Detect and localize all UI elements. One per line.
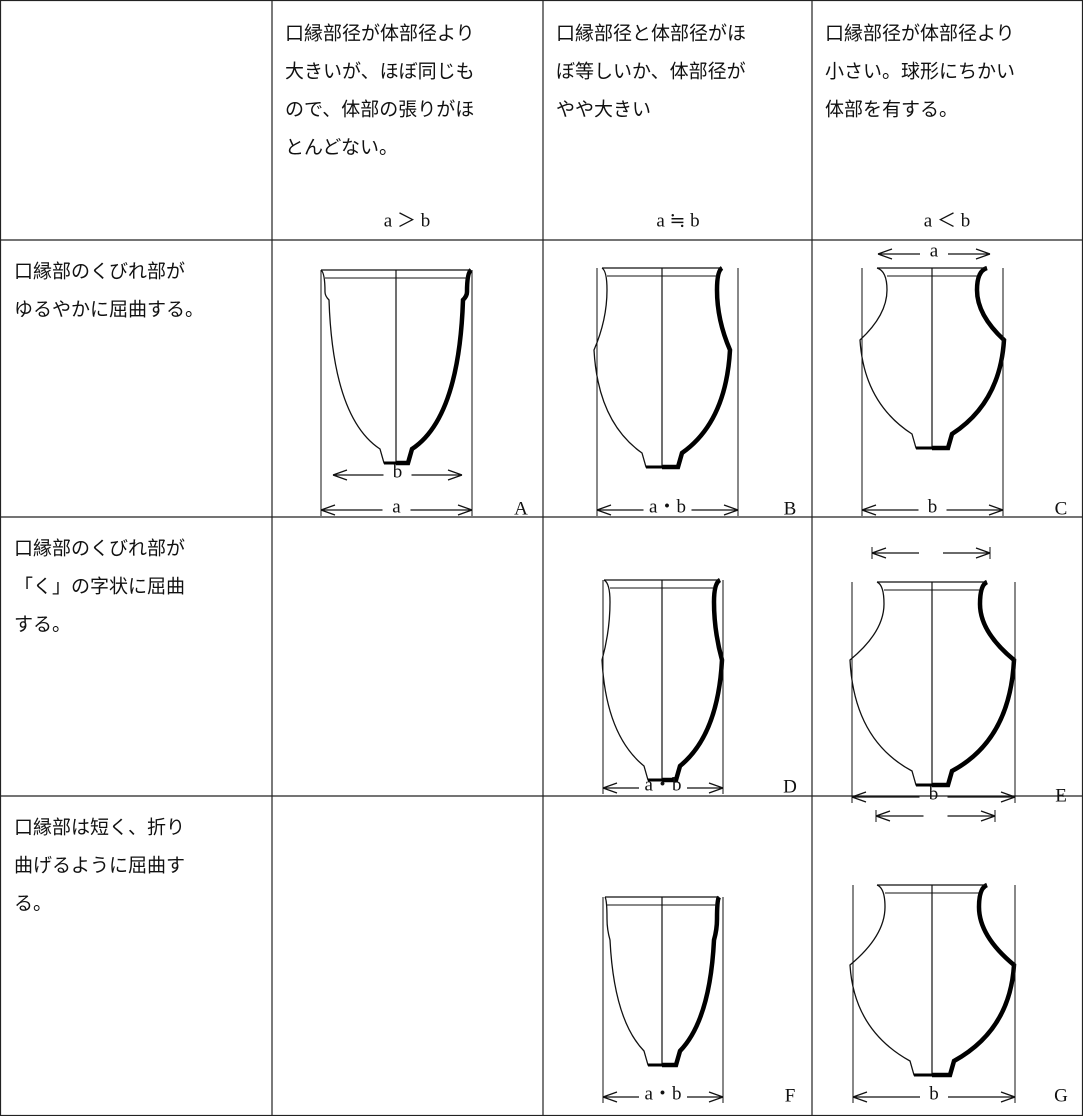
header-text: 小さい。球形にちかい <box>825 60 1015 82</box>
row-text: 口縁部のくびれ部が <box>14 537 185 559</box>
header-text: 体部を有する。 <box>825 98 958 120</box>
arrow-head <box>332 469 348 481</box>
row-text: る。 <box>14 893 52 914</box>
row-text: する。 <box>14 614 71 635</box>
dimension-label: b <box>393 461 403 482</box>
pot-outline <box>593 267 662 468</box>
pot-section <box>932 579 1017 788</box>
pot-outline <box>601 579 662 781</box>
pot-section <box>932 265 1007 451</box>
arrow-head <box>980 810 996 822</box>
figure-letter: D <box>783 776 797 797</box>
pot-outline <box>849 581 932 786</box>
arrow-head <box>320 504 336 516</box>
dimension-label: a・b <box>649 496 686 517</box>
header-text: ぼ等しいか、体部径が <box>556 60 746 82</box>
row-text: 口縁部のくびれ部が <box>14 260 185 282</box>
dimension-label: b <box>929 783 939 804</box>
arrow-head <box>708 782 724 794</box>
arrow-head <box>988 504 1004 516</box>
dimension-label: a <box>930 240 939 261</box>
header-text: 大きいが、ほぼ同じも <box>285 60 475 82</box>
pot-section <box>396 268 473 466</box>
row-text: 「く」の字状に屈曲 <box>14 575 185 597</box>
dimension-label: a <box>392 496 401 517</box>
figure-letter: C <box>1055 498 1068 519</box>
arrow-head <box>877 248 893 260</box>
arrow-head <box>975 248 991 260</box>
arrow-head <box>602 782 618 794</box>
header-text: とんどない。 <box>285 136 398 158</box>
pot-section <box>662 895 722 1068</box>
arrow-head <box>1000 791 1016 803</box>
pot-outline <box>320 269 396 464</box>
arrow-head <box>723 504 739 516</box>
row-text: ゆるやかに屈曲する。 <box>14 298 204 320</box>
dimension-label: b <box>929 1083 939 1104</box>
pot-outline <box>849 884 932 1076</box>
pot-section <box>662 577 725 783</box>
dimension-label: b <box>928 496 938 517</box>
pot-outline <box>604 896 662 1066</box>
header-text: やや大きい <box>556 98 651 120</box>
header-text: 口縁部径が体部径より <box>285 22 475 44</box>
arrow-head <box>708 1091 724 1103</box>
arrow-head <box>596 504 612 516</box>
arrow-head <box>975 547 991 559</box>
header-text: 口縁部径と体部径がほ <box>556 22 746 44</box>
arrow-head <box>457 504 473 516</box>
arrow-head <box>851 791 867 803</box>
figure-letter: B <box>784 498 797 519</box>
row-text: 口縁部は短く、折り <box>14 816 185 838</box>
arrow-head <box>861 504 877 516</box>
relation-label: a ＜ b <box>924 210 970 231</box>
pot-section <box>662 266 733 470</box>
figure-letter: A <box>514 498 528 519</box>
pot-section <box>932 882 1017 1078</box>
figure-letter: G <box>1054 1085 1068 1106</box>
arrow-head <box>871 547 887 559</box>
arrow-head <box>447 469 463 481</box>
pot-outline <box>859 267 932 449</box>
dimension-label: a・b <box>645 1083 682 1104</box>
row-text: 曲げるように屈曲す <box>14 854 185 876</box>
arrow-head <box>875 810 891 822</box>
header-text: 口縁部径が体部径より <box>825 22 1015 44</box>
relation-label: a ＞ b <box>384 210 430 231</box>
arrow-head <box>602 1091 618 1103</box>
dimension-label: a・b <box>645 774 682 795</box>
relation-label: a ≒ b <box>656 210 699 231</box>
arrow-head <box>1000 1091 1016 1103</box>
figure-letter: F <box>785 1085 796 1106</box>
figure-letter: E <box>1055 785 1067 806</box>
header-text: ので、体部の張りがほ <box>285 98 474 120</box>
arrow-head <box>852 1091 868 1103</box>
